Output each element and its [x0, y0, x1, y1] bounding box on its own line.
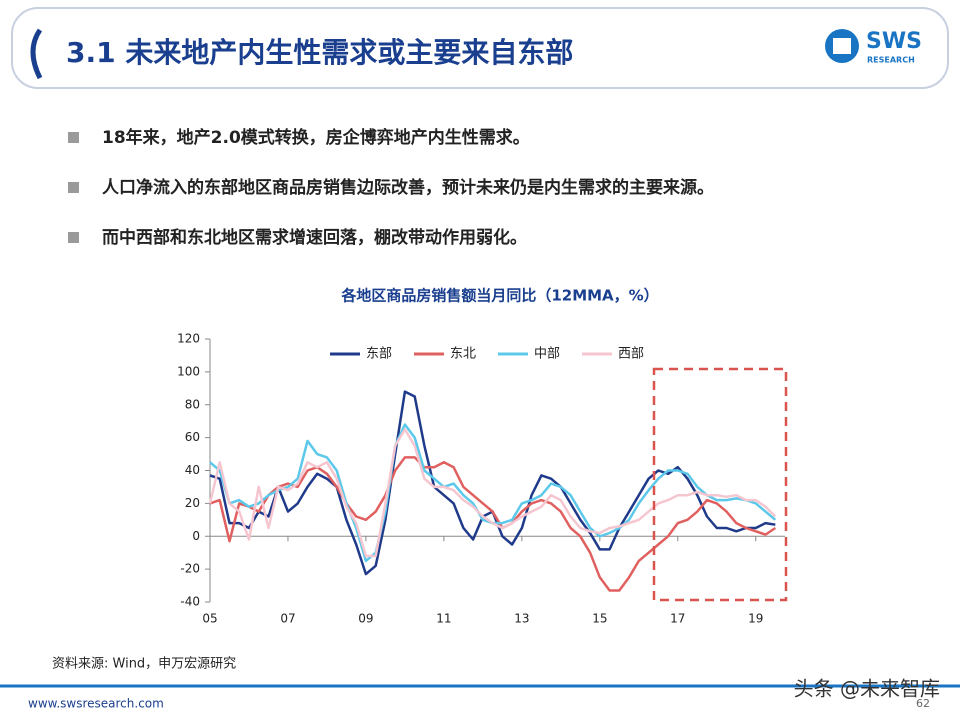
source: 资料来源: Wind，申万宏源研究	[52, 657, 236, 672]
y-tick-label: 100	[177, 364, 200, 378]
y-tick-label: -20	[180, 562, 200, 576]
y-tick-label: 0	[192, 529, 200, 543]
header-bracket	[30, 28, 43, 80]
chart-title: 各地区商品房销售额当月同比（12MMA，%）	[340, 287, 658, 305]
legend-label: 中部	[534, 347, 560, 362]
footer-url: www.swsresearch.com	[28, 697, 164, 711]
x-tick-label: 19	[748, 612, 763, 626]
x-tick-label: 07	[280, 612, 295, 626]
header-frame	[11, 7, 949, 89]
bullet-marker	[68, 182, 79, 193]
x-tick-label: 13	[514, 612, 529, 626]
y-tick-label: -40	[180, 595, 200, 609]
x-tick-label: 11	[436, 612, 451, 626]
legend-label: 西部	[618, 347, 644, 362]
bullet: 而中西部和东北地区需求增速回落，棚改带动作用弱化。	[102, 227, 527, 248]
y-tick-label: 20	[185, 496, 200, 510]
x-tick-label: 09	[358, 612, 373, 626]
highlight-box	[652, 367, 788, 602]
series-line	[209, 390, 776, 576]
plot: -40 -20 0 20 40 60 80 100 120 05 07 09 11 13 15 17 19 东部 东…	[177, 332, 785, 626]
bullet: 18年来，地产2.0模式转换，房企博弈地产内生性需求。	[102, 127, 530, 148]
y-tick-label: 120	[177, 332, 200, 346]
legend-label: 东部	[366, 347, 392, 362]
watermark: 头条 @未来智库	[794, 677, 940, 701]
series-line	[209, 423, 777, 563]
bullet-marker	[68, 232, 79, 243]
x-tick-label: 15	[592, 612, 607, 626]
bullet-marker	[68, 132, 79, 143]
x-tick-label: 17	[670, 612, 685, 626]
logo-sub: RESEARCH	[867, 56, 915, 65]
series-line	[208, 428, 777, 558]
y-tick-label: 40	[185, 463, 200, 477]
logo-mark-inner	[833, 38, 851, 54]
y-tick-label: 80	[185, 397, 200, 411]
logo-text: SWS	[866, 29, 922, 54]
page-number: 62	[916, 697, 930, 710]
bullet: 人口净流入的东部地区商品房销售边际改善，预计未来仍是内生需求的主要来源。	[102, 177, 714, 198]
slide-title: 3.1 未来地产内生性需求或主要来自东部	[66, 36, 573, 69]
x-tick-label: 05	[202, 612, 217, 626]
series-line	[209, 456, 776, 592]
y-tick-label: 60	[185, 430, 200, 444]
legend-label: 东北	[450, 347, 476, 362]
